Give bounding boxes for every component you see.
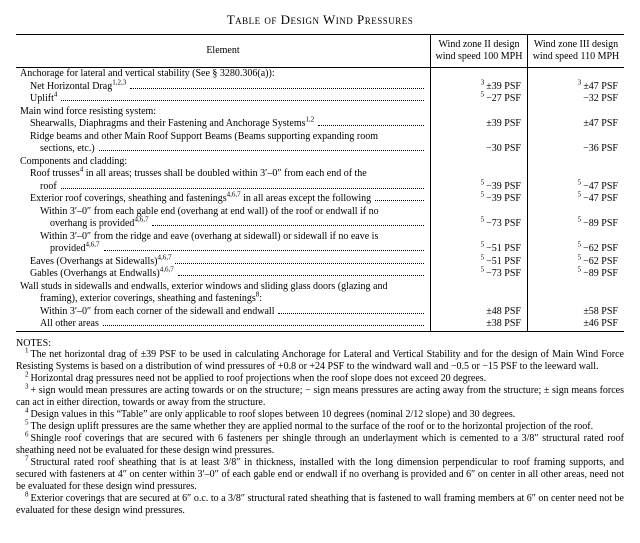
value-zone3: 5 −47 PSF bbox=[527, 181, 624, 194]
footnote: 8 Exterior coverings that are secured at… bbox=[16, 493, 624, 517]
value-zone2 bbox=[430, 168, 527, 181]
header-zone3: Wind zone III design wind speed 110 MPH bbox=[527, 35, 624, 68]
design-wind-table: Element Wind zone II design wind speed 1… bbox=[16, 34, 624, 332]
element-text: overhang is provided4,6,7 bbox=[50, 218, 148, 231]
element-text: Wall studs in sidewalls and endwalls, ex… bbox=[20, 281, 387, 294]
element-text: Eaves (Overhangs at Sidewalls)4,6,7 bbox=[30, 256, 171, 269]
element-cell: roof bbox=[20, 181, 426, 194]
value-zone3: 5 −89 PSF bbox=[527, 218, 624, 231]
element-text: All other areas bbox=[40, 318, 99, 331]
element-text: Net Horizontal Drag1,2,3 bbox=[30, 81, 126, 94]
element-cell: Gables (Overhangs at Endwalls)4,6,7 bbox=[20, 268, 426, 281]
footnote: 4 Design values in this “Table” are only… bbox=[16, 409, 624, 421]
footnote: 2 Horizontal drag pressures need not be … bbox=[16, 373, 624, 385]
value-zone2 bbox=[430, 293, 527, 306]
element-cell: Net Horizontal Drag1,2,3 bbox=[20, 81, 426, 94]
element-text: Components and cladding: bbox=[20, 156, 127, 169]
header-zone2: Wind zone II design wind speed 100 MPH bbox=[430, 35, 527, 68]
value-zone2: 5 −39 PSF bbox=[430, 181, 527, 194]
element-text: framing), exterior coverings, sheathing … bbox=[40, 293, 262, 306]
value-zone3: 3 ±47 PSF bbox=[527, 81, 624, 94]
value-zone2: 5 −73 PSF bbox=[430, 218, 527, 231]
value-zone3 bbox=[527, 68, 624, 81]
element-cell: Within 3′–0″ from each corner of the sid… bbox=[20, 306, 426, 319]
element-cell: Exterior roof coverings, sheathing and f… bbox=[20, 193, 426, 206]
value-zone2 bbox=[430, 281, 527, 294]
value-zone3 bbox=[527, 206, 624, 219]
element-text: Shearwalls, Diaphragms and their Fasteni… bbox=[30, 118, 314, 131]
value-zone3: ±46 PSF bbox=[527, 318, 624, 331]
element-cell: Ridge beams and other Main Roof Support … bbox=[20, 131, 426, 144]
value-zone2: 5 −51 PSF bbox=[430, 243, 527, 256]
value-zone3: −36 PSF bbox=[527, 143, 624, 156]
value-zone3: 5 −62 PSF bbox=[527, 256, 624, 269]
element-cell: Roof trusses4 in all areas; trusses shal… bbox=[20, 168, 426, 181]
value-zone2: 5 −73 PSF bbox=[430, 268, 527, 281]
element-text: Within 3′–0″ from each corner of the sid… bbox=[40, 306, 274, 319]
element-cell: framing), exterior coverings, sheathing … bbox=[20, 293, 426, 306]
element-text: roof bbox=[40, 181, 57, 194]
value-zone2 bbox=[430, 156, 527, 169]
element-text: Gables (Overhangs at Endwalls)4,6,7 bbox=[30, 268, 174, 281]
element-cell: Within 3′–0″ from the ridge and eave (ov… bbox=[20, 231, 426, 244]
value-zone2 bbox=[430, 231, 527, 244]
element-cell: Shearwalls, Diaphragms and their Fasteni… bbox=[20, 118, 426, 131]
element-text: Ridge beams and other Main Roof Support … bbox=[30, 131, 378, 144]
value-zone3: −32 PSF bbox=[527, 93, 624, 106]
element-text: Uplift4 bbox=[30, 93, 57, 106]
value-zone3 bbox=[527, 156, 624, 169]
value-zone2: −30 PSF bbox=[430, 143, 527, 156]
element-cell: Within 3′–0″ from each gable end (overha… bbox=[20, 206, 426, 219]
value-zone2: ±48 PSF bbox=[430, 306, 527, 319]
value-zone3: ±58 PSF bbox=[527, 306, 624, 319]
element-text: Main wind force resisting system: bbox=[20, 106, 156, 119]
element-cell: Wall studs in sidewalls and endwalls, ex… bbox=[20, 281, 426, 294]
element-cell: Eaves (Overhangs at Sidewalls)4,6,7 bbox=[20, 256, 426, 269]
value-zone2: 5 −39 PSF bbox=[430, 193, 527, 206]
footnote: 6 Shingle roof coverings that are secure… bbox=[16, 433, 624, 457]
value-zone2: ±38 PSF bbox=[430, 318, 527, 331]
element-text: Exterior roof coverings, sheathing and f… bbox=[30, 193, 371, 206]
element-text: Roof trusses4 in all areas; trusses shal… bbox=[30, 168, 367, 181]
value-zone2 bbox=[430, 206, 527, 219]
value-zone3: ±47 PSF bbox=[527, 118, 624, 131]
element-text: sections, etc.) bbox=[40, 143, 95, 156]
value-zone3: 5 −62 PSF bbox=[527, 243, 624, 256]
value-zone2 bbox=[430, 106, 527, 119]
value-zone3: 5 −47 PSF bbox=[527, 193, 624, 206]
footnote: 7 Structural rated roof sheathing that i… bbox=[16, 457, 624, 493]
notes-block: 1 The net horizontal drag of ±39 PSF to … bbox=[16, 349, 624, 517]
element-text: Within 3′–0″ from each gable end (overha… bbox=[40, 206, 379, 219]
footnote: 5 The design uplift pressures are the sa… bbox=[16, 421, 624, 433]
value-zone2 bbox=[430, 131, 527, 144]
notes-heading: NOTES: bbox=[16, 338, 624, 349]
footnote: 1 The net horizontal drag of ±39 PSF to … bbox=[16, 349, 624, 373]
element-text: Anchorage for lateral and vertical stabi… bbox=[20, 68, 275, 81]
value-zone3 bbox=[527, 106, 624, 119]
element-cell: provided4,6,7 bbox=[20, 243, 426, 256]
element-cell: Main wind force resisting system: bbox=[20, 106, 426, 119]
element-cell: Anchorage for lateral and vertical stabi… bbox=[20, 68, 426, 81]
element-cell: Uplift4 bbox=[20, 93, 426, 106]
value-zone3 bbox=[527, 131, 624, 144]
value-zone2 bbox=[430, 68, 527, 81]
value-zone2: 5 −27 PSF bbox=[430, 93, 527, 106]
value-zone3 bbox=[527, 231, 624, 244]
element-text: provided4,6,7 bbox=[50, 243, 100, 256]
element-cell: overhang is provided4,6,7 bbox=[20, 218, 426, 231]
value-zone3 bbox=[527, 281, 624, 294]
footnote: 3 + sign would mean pressures are acting… bbox=[16, 385, 624, 409]
value-zone2: 5 −51 PSF bbox=[430, 256, 527, 269]
value-zone3: 5 −89 PSF bbox=[527, 268, 624, 281]
element-cell: sections, etc.) bbox=[20, 143, 426, 156]
value-zone3 bbox=[527, 293, 624, 306]
table-title: Table of Design Wind Pressures bbox=[16, 12, 624, 28]
value-zone2: ±39 PSF bbox=[430, 118, 527, 131]
value-zone3 bbox=[527, 168, 624, 181]
value-zone2: 3 ±39 PSF bbox=[430, 81, 527, 94]
header-element: Element bbox=[16, 35, 430, 68]
element-cell: All other areas bbox=[20, 318, 426, 331]
